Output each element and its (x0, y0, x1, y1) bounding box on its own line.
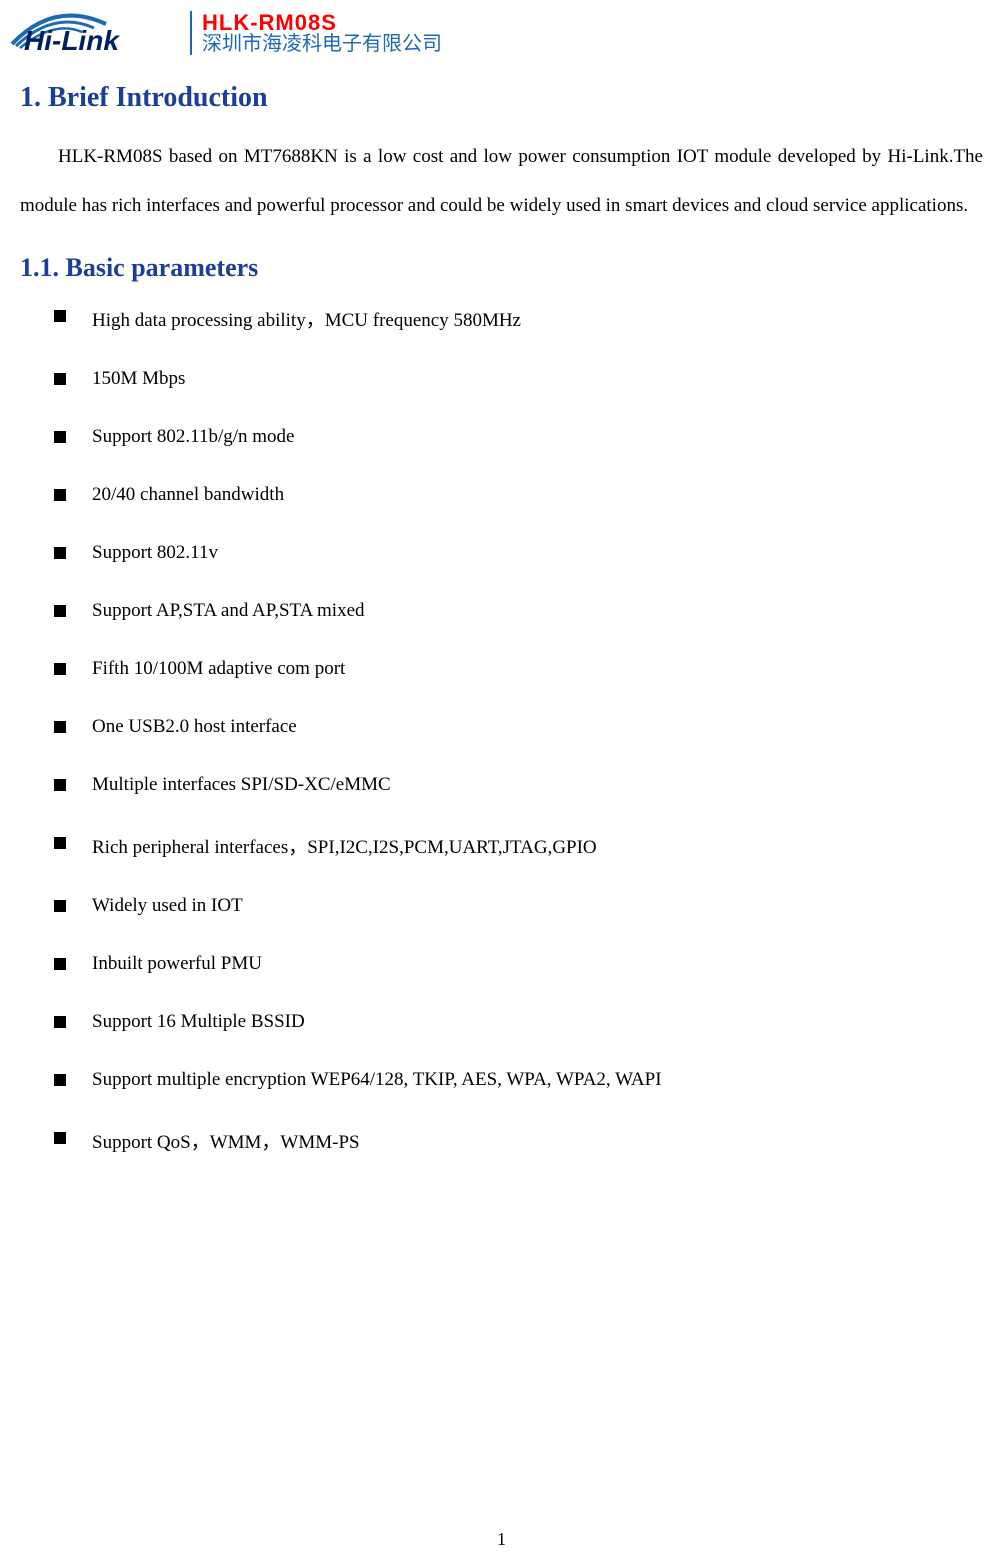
svg-text:Hi-Link: Hi-Link (24, 25, 120, 56)
list-item: Support 802.11b/g/n mode (54, 426, 983, 448)
list-item: Support AP,STA and AP,STA mixed (54, 600, 983, 622)
list-item: Support 802.11v (54, 542, 983, 564)
list-item: 20/40 channel bandwidth (54, 484, 983, 506)
doc-header: Hi-Link HLK-RM08S 深圳市海凌科电子有限公司 (10, 10, 983, 64)
list-item: Widely used in IOT (54, 895, 983, 917)
intro-paragraph: HLK-RM08S based on MT7688KN is a low cos… (20, 132, 983, 231)
product-code: HLK-RM08S (202, 11, 442, 34)
list-item: Inbuilt powerful PMU (54, 953, 983, 975)
logo-text-link: Link (61, 25, 120, 56)
company-name: 深圳市海凌科电子有限公司 (202, 34, 442, 55)
list-item: Rich peripheral interfaces，SPI,I2C,I2S,P… (54, 832, 983, 859)
list-item: Multiple interfaces SPI/SD-XC/eMMC (54, 774, 983, 796)
header-title-block: HLK-RM08S 深圳市海凌科电子有限公司 (202, 11, 442, 55)
page-container: Hi-Link HLK-RM08S 深圳市海凌科电子有限公司 1. Brief … (0, 0, 1003, 1562)
page-number: 1 (0, 1529, 1003, 1550)
list-item: High data processing ability，MCU frequen… (54, 305, 983, 332)
list-item: Fifth 10/100M adaptive com port (54, 658, 983, 680)
list-item: Support QoS，WMM，WMM-PS (54, 1127, 983, 1154)
list-item: 150M Mbps (54, 368, 983, 390)
section-heading: 1. Brief Introduction (20, 82, 983, 114)
hilink-logo-icon: Hi-Link (10, 10, 180, 56)
subsection-heading: 1.1. Basic parameters (20, 253, 983, 283)
list-item: Support 16 Multiple BSSID (54, 1011, 983, 1033)
header-divider (190, 11, 192, 55)
parameters-list: High data processing ability，MCU frequen… (54, 305, 983, 1154)
list-item: Support multiple encryption WEP64/128, T… (54, 1069, 983, 1091)
list-item: One USB2.0 host interface (54, 716, 983, 738)
logo-text-hi: Hi (24, 25, 53, 56)
logo-group: Hi-Link HLK-RM08S 深圳市海凌科电子有限公司 (10, 10, 442, 56)
content-area: 1. Brief Introduction HLK-RM08S based on… (10, 82, 983, 1154)
